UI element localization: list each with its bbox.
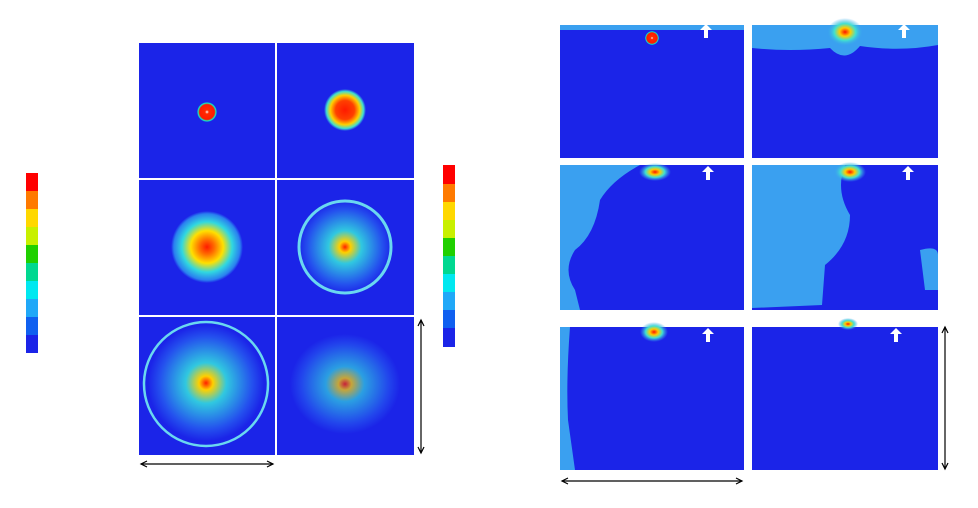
panel xyxy=(560,25,744,158)
color-step xyxy=(443,165,455,184)
spot xyxy=(171,211,243,283)
panel xyxy=(752,327,938,470)
spot xyxy=(639,163,671,181)
arrow-head xyxy=(417,446,425,455)
color-step xyxy=(26,227,38,245)
spot xyxy=(298,200,392,294)
color-step xyxy=(26,191,38,209)
spot xyxy=(324,89,366,131)
color-step xyxy=(26,281,38,299)
panel-grid-left xyxy=(139,43,414,455)
arrow-head xyxy=(417,318,425,327)
scale-arrows xyxy=(560,325,949,485)
arrow-head xyxy=(941,462,949,471)
spread-region xyxy=(560,327,575,470)
spread-region xyxy=(560,165,640,310)
arrow-head xyxy=(139,460,148,468)
color-step xyxy=(26,245,38,263)
color-step xyxy=(443,220,455,238)
colorbar xyxy=(26,173,38,353)
spot xyxy=(148,325,264,441)
spot xyxy=(827,18,863,46)
ring xyxy=(297,199,393,295)
color-step xyxy=(443,328,455,347)
spread-region xyxy=(920,248,938,290)
direction-arrow xyxy=(898,24,910,38)
color-step xyxy=(443,292,455,310)
spot xyxy=(197,102,217,122)
color-step xyxy=(26,173,38,191)
spot xyxy=(645,31,659,45)
direction-arrow xyxy=(702,166,714,180)
color-step xyxy=(26,335,38,353)
direction-arrow xyxy=(890,328,902,342)
arrow-head xyxy=(266,460,275,468)
color-step xyxy=(443,274,455,292)
spot xyxy=(290,334,400,434)
color-step xyxy=(443,256,455,274)
color-step xyxy=(443,184,455,202)
arrow-head xyxy=(941,325,949,334)
direction-arrow xyxy=(700,24,712,38)
spot xyxy=(838,318,858,330)
ring xyxy=(142,320,270,448)
color-step xyxy=(26,317,38,335)
color-step xyxy=(26,263,38,281)
panel xyxy=(560,327,744,470)
direction-arrow xyxy=(902,166,914,180)
color-step xyxy=(443,310,455,328)
color-step xyxy=(443,238,455,256)
surface-layer xyxy=(560,25,744,30)
color-step xyxy=(443,202,455,220)
color-step xyxy=(26,299,38,317)
direction-arrow xyxy=(702,328,714,342)
arrow-head xyxy=(560,477,569,485)
panel-grid-right xyxy=(560,18,938,470)
spot xyxy=(834,162,866,182)
spread-region xyxy=(752,165,850,308)
scale-arrows xyxy=(139,318,425,468)
colorbar xyxy=(443,165,455,347)
arrow-head xyxy=(735,477,744,485)
color-step xyxy=(26,209,38,227)
direction-arrows xyxy=(700,24,914,342)
spot xyxy=(640,322,668,342)
